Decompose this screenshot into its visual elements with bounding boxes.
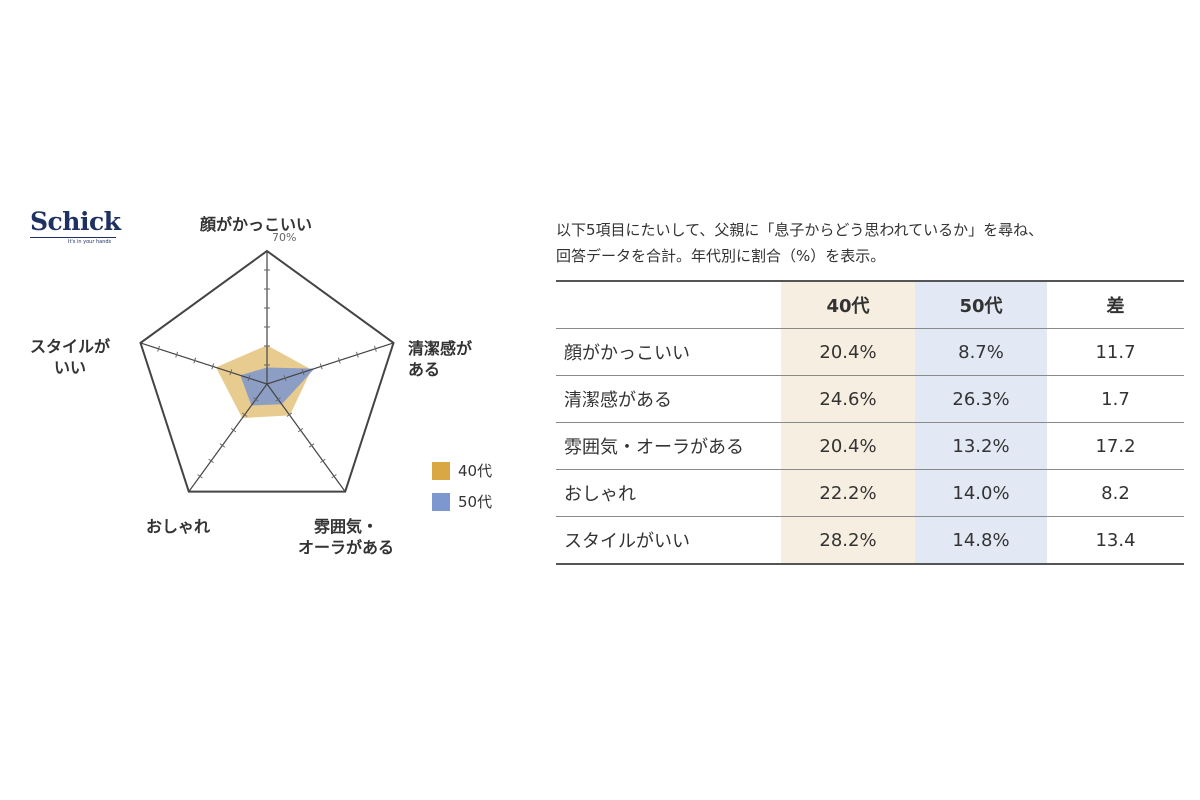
axis-label: 顔がかっこいい	[200, 215, 313, 234]
axis-tick	[355, 351, 359, 358]
table-cell: 14.8%	[915, 517, 1047, 563]
axis-tick	[337, 357, 341, 364]
axis-tick	[219, 443, 226, 448]
axis-tick	[331, 474, 337, 479]
table-cell: 雰囲気・オーラがある	[564, 437, 744, 458]
axis-label: 雰囲気・ オーラがある	[298, 517, 395, 557]
axis-label: おしゃれ	[146, 517, 211, 536]
table-row: 雰囲気・オーラがある 20.4% 13.2% 17.2	[556, 423, 1184, 470]
radar-chart: 70%	[139, 231, 395, 493]
axis-tick	[229, 369, 233, 376]
table-cell: 11.7	[1095, 341, 1136, 363]
table-cell: 8.2	[1101, 482, 1130, 504]
legend-label: 40代	[458, 462, 493, 480]
axis-tick	[374, 345, 377, 352]
axis-tick	[208, 458, 214, 464]
axis-tick	[157, 345, 160, 352]
axis-spoke	[266, 342, 394, 385]
legend-item: 50代	[432, 486, 492, 517]
table-cell: 26.3%	[915, 376, 1047, 422]
logo-rule	[30, 237, 116, 238]
axis-tick	[319, 363, 323, 370]
axis-tick	[175, 351, 179, 358]
axis-tick	[241, 412, 248, 417]
axis-tick	[320, 458, 326, 464]
axis-tick	[230, 427, 237, 433]
table-cell: 13.2%	[915, 423, 1047, 469]
legend-item: 40代	[432, 455, 492, 486]
table-row: おしゃれ 22.2% 14.0% 8.2	[556, 470, 1184, 517]
table-cell: 24.6%	[781, 376, 915, 422]
table-cell: おしゃれ	[564, 484, 636, 505]
table-header-row: 40代 50代 差	[556, 282, 1184, 329]
table-cell: 13.4	[1095, 529, 1136, 551]
chart-legend: 40代 50代	[432, 455, 492, 517]
max-value-label: 70%	[272, 231, 296, 244]
axis-tick	[301, 369, 305, 376]
table-header-cell	[556, 282, 781, 328]
axis-spoke	[266, 383, 346, 492]
axis-label: 清潔感が ある	[408, 339, 473, 379]
legend-swatch	[432, 461, 450, 480]
axis-tick	[197, 474, 203, 479]
table-row: 顔がかっこいい 20.4% 8.7% 11.7	[556, 329, 1184, 376]
axis-tick	[297, 427, 304, 433]
table-cell: 顔がかっこいい	[564, 343, 690, 364]
legend-swatch	[432, 492, 450, 511]
axis-tick	[253, 397, 259, 402]
axis-tick	[283, 375, 287, 382]
table-cell: 20.4%	[781, 329, 915, 375]
table-cell: 20.4%	[781, 423, 915, 469]
table-cell: 1.7	[1101, 388, 1130, 410]
table-cell: 28.2%	[781, 517, 915, 563]
table-cell: 22.2%	[781, 470, 915, 516]
radar-outline	[139, 249, 395, 493]
logo-brand: Schick	[30, 207, 121, 236]
axis-spoke	[140, 342, 268, 385]
axis-spoke	[188, 383, 268, 492]
schick-logo: Schick It's in your hands	[30, 208, 130, 246]
table-row: スタイルがいい 28.2% 14.8% 13.4	[556, 517, 1184, 565]
axis-tick	[193, 357, 197, 364]
axis-tick	[275, 397, 281, 402]
axis-tick	[247, 375, 251, 382]
axis-tick	[286, 412, 293, 417]
axis-tick	[211, 363, 215, 370]
data-table: 40代 50代差顔がかっこいい 20.4% 8.7% 11.7 清潔感がある 24.6% 26…	[556, 280, 1184, 565]
table-cell: 14.0%	[915, 470, 1047, 516]
table-header-cell: 差	[1106, 296, 1125, 317]
table-cell: 清潔感がある	[564, 390, 672, 411]
table-header-cell: 40代	[781, 282, 915, 328]
table-header-cell: 50代	[915, 282, 1047, 328]
table-row: 清潔感がある 24.6% 26.3% 1.7	[556, 376, 1184, 423]
table-cell: 8.7%	[915, 329, 1047, 375]
logo-tagline: It's in your hands	[68, 239, 112, 245]
chart-description: 以下5項目にたいして、父親に「息子からどう思われているか」を尋ね、 回答データを…	[556, 221, 1044, 265]
axis-tick	[308, 443, 315, 448]
table-cell: スタイルがいい	[564, 531, 690, 552]
axis-label: スタイルが いい	[30, 337, 111, 377]
legend-label: 50代	[458, 493, 493, 511]
table-cell: 17.2	[1095, 435, 1136, 457]
